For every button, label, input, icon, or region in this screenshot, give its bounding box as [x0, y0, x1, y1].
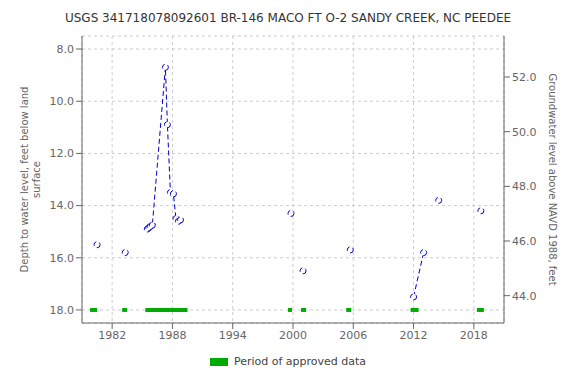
- html-text:USGS 341718078092601 BR-146 MA: USGS 341718078092601 BR-146 MACO FT O-2 …: [65, 11, 511, 25]
- svg-text:Groundwater level above NAVD 1: Groundwater level above NAVD 1988, feet: [547, 73, 558, 285]
- svg-text:2018: 2018: [460, 329, 488, 342]
- svg-text:48.0: 48.0: [512, 180, 537, 193]
- svg-text:1982: 1982: [98, 329, 126, 342]
- svg-text:50.0: 50.0: [512, 126, 537, 139]
- svg-text:12.0: 12.0: [50, 147, 75, 160]
- svg-text:2000: 2000: [279, 329, 307, 342]
- svg-text:18.0: 18.0: [50, 304, 75, 317]
- svg-text:44.0: 44.0: [512, 290, 537, 303]
- svg-text:surface: surface: [31, 161, 42, 198]
- svg-text:2006: 2006: [339, 329, 367, 342]
- svg-text:2012: 2012: [400, 329, 428, 342]
- svg-text:Depth to water level, feet bel: Depth to water level, feet below land: [19, 87, 30, 273]
- svg-text:46.0: 46.0: [512, 235, 537, 248]
- svg-text:52.0: 52.0: [512, 71, 537, 84]
- svg-text:1988: 1988: [158, 329, 186, 342]
- svg-text:14.0: 14.0: [50, 199, 75, 212]
- html-text:Period of approved data: Period of approved data: [233, 355, 367, 368]
- svg-text:8.0: 8.0: [57, 43, 75, 56]
- svg-text:1994: 1994: [219, 329, 247, 342]
- svg-text:10.0: 10.0: [50, 95, 75, 108]
- svg-text:16.0: 16.0: [50, 252, 75, 265]
